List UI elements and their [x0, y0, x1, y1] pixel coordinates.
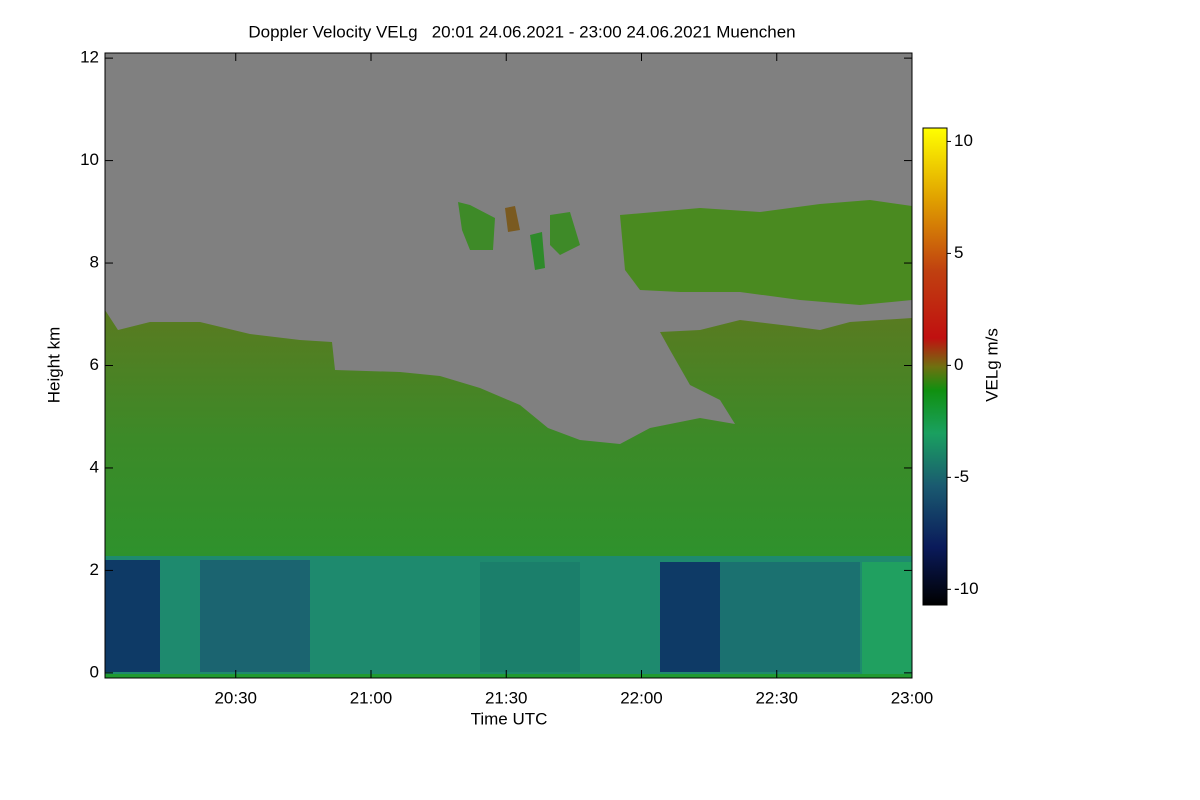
x-tick-label: 21:00 [350, 688, 393, 707]
cloud-patch [530, 232, 545, 270]
colorbar-label: VELg m/s [982, 328, 1001, 402]
colorbar-tick-label: -10 [954, 579, 979, 598]
y-tick-label: 8 [90, 253, 99, 272]
cloud-patch [550, 212, 580, 255]
y-tick-label: 12 [80, 48, 99, 67]
updraft-patch [862, 562, 912, 674]
y-axis-label: Height km [44, 327, 63, 404]
cloud-patch [458, 202, 495, 250]
upper-cloud [620, 200, 912, 305]
downdraft-patch [660, 562, 720, 672]
downdraft-patch [105, 560, 160, 672]
y-tick-label: 0 [90, 662, 99, 681]
colorbar-tick-label: 5 [954, 243, 963, 262]
cloud-patch [505, 206, 520, 232]
y-tick-label: 6 [90, 355, 99, 374]
downdraft-patch [200, 560, 310, 672]
colorbar-tick-label: 0 [954, 355, 963, 374]
x-tick-label: 22:30 [755, 688, 798, 707]
chart-title: Doppler Velocity VELg 20:01 24.06.2021 -… [248, 22, 795, 41]
x-tick-label: 23:00 [891, 688, 934, 707]
x-axis-label: Time UTC [471, 709, 548, 728]
downdraft-patch [480, 562, 580, 672]
colorbar-tick-label: -5 [954, 467, 969, 486]
downdraft-patch [720, 562, 860, 672]
x-tick-label: 20:30 [214, 688, 257, 707]
y-tick-label: 10 [80, 150, 99, 169]
x-tick-label: 21:30 [485, 688, 528, 707]
colorbar [922, 127, 948, 606]
y-tick-label: 2 [90, 560, 99, 579]
plot-field [105, 53, 912, 678]
y-tick-label: 4 [90, 457, 99, 476]
colorbar-tick-label: 10 [954, 131, 973, 150]
x-tick-label: 22:00 [620, 688, 663, 707]
